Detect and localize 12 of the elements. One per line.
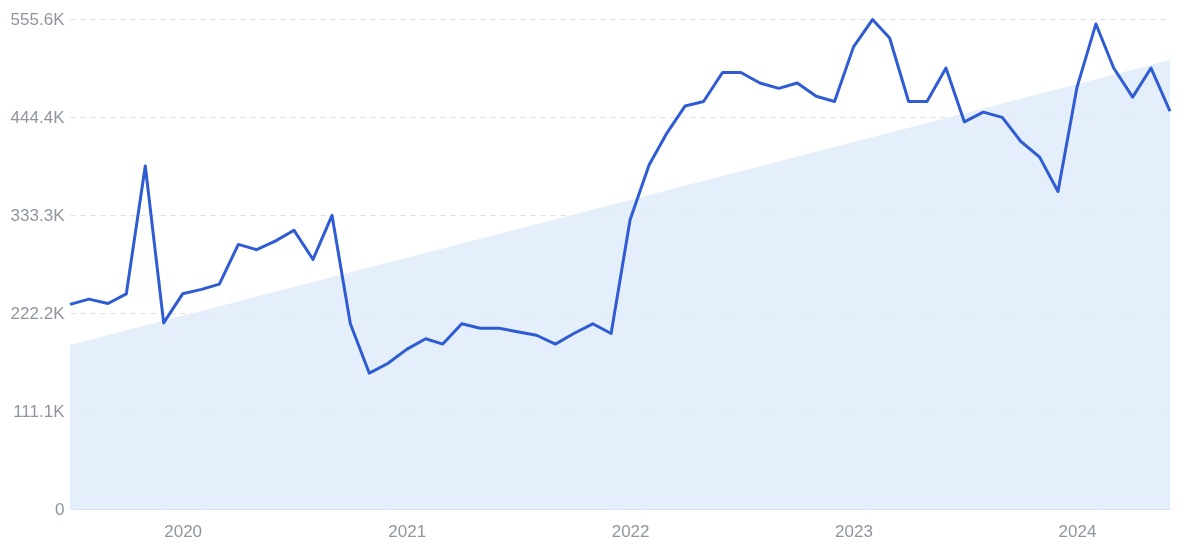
y-tick-label: 222.2K [10, 303, 66, 323]
x-tick-label: 2024 [1058, 521, 1097, 541]
x-tick-label: 2023 [835, 521, 873, 541]
y-tick-label: 555.6K [10, 9, 66, 29]
y-tick-label: 111.1K [13, 401, 66, 421]
y-tick-label: 444.4K [10, 107, 66, 127]
x-tick-label: 2021 [388, 521, 427, 541]
y-tick-label: 0 [55, 499, 65, 519]
x-tick-label: 2022 [611, 521, 650, 541]
x-tick-label: 2020 [164, 521, 203, 541]
line-series [68, 18, 1172, 375]
y-tick-label: 333.3K [10, 205, 66, 225]
